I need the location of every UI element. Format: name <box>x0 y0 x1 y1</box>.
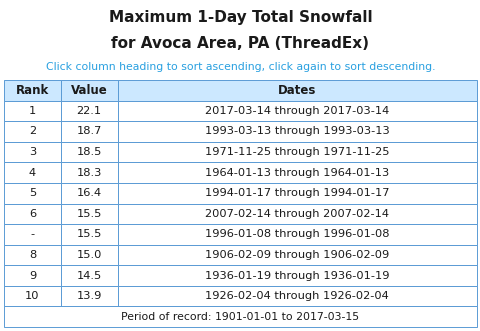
Text: 3: 3 <box>29 147 36 157</box>
Text: 1906-02-09 through 1906-02-09: 1906-02-09 through 1906-02-09 <box>204 250 389 260</box>
Text: 1: 1 <box>29 106 36 116</box>
Bar <box>4 142 60 162</box>
Bar <box>60 121 117 142</box>
Text: 18.7: 18.7 <box>76 126 102 136</box>
Bar <box>117 101 476 121</box>
Text: 6: 6 <box>29 209 36 219</box>
Bar <box>117 121 476 142</box>
Bar <box>117 183 476 204</box>
Text: for Avoca Area, PA (ThreadEx): for Avoca Area, PA (ThreadEx) <box>111 36 369 52</box>
Bar <box>4 204 60 224</box>
Text: 10: 10 <box>25 291 39 301</box>
Bar <box>4 265 60 286</box>
Text: 1996-01-08 through 1996-01-08: 1996-01-08 through 1996-01-08 <box>204 229 389 239</box>
Text: 8: 8 <box>29 250 36 260</box>
Text: 1971-11-25 through 1971-11-25: 1971-11-25 through 1971-11-25 <box>204 147 389 157</box>
Text: 22.1: 22.1 <box>76 106 101 116</box>
Bar <box>117 204 476 224</box>
Bar <box>60 183 117 204</box>
Text: 15.5: 15.5 <box>76 229 102 239</box>
Text: 1926-02-04 through 1926-02-04: 1926-02-04 through 1926-02-04 <box>205 291 388 301</box>
Bar <box>117 224 476 245</box>
Bar <box>60 224 117 245</box>
Text: -: - <box>30 229 35 239</box>
Bar <box>117 286 476 307</box>
Bar <box>60 265 117 286</box>
Text: 9: 9 <box>29 270 36 281</box>
Text: 15.0: 15.0 <box>76 250 102 260</box>
Bar <box>60 245 117 265</box>
Bar <box>60 142 117 162</box>
Bar <box>4 183 60 204</box>
Text: 2: 2 <box>29 126 36 136</box>
Text: 13.9: 13.9 <box>76 291 102 301</box>
Bar <box>117 80 476 101</box>
Bar <box>117 162 476 183</box>
Text: 15.5: 15.5 <box>76 209 102 219</box>
Text: Dates: Dates <box>277 84 316 97</box>
Bar <box>4 286 60 307</box>
Bar <box>117 265 476 286</box>
Bar <box>117 245 476 265</box>
Text: 1964-01-13 through 1964-01-13: 1964-01-13 through 1964-01-13 <box>204 167 389 178</box>
Text: 16.4: 16.4 <box>76 188 101 198</box>
Text: 18.3: 18.3 <box>76 167 102 178</box>
Bar <box>4 307 476 327</box>
Bar <box>4 162 60 183</box>
Text: 2017-03-14 through 2017-03-14: 2017-03-14 through 2017-03-14 <box>204 106 389 116</box>
Bar <box>60 286 117 307</box>
Bar <box>4 80 60 101</box>
Text: 4: 4 <box>29 167 36 178</box>
Bar <box>60 80 117 101</box>
Text: 1936-01-19 through 1936-01-19: 1936-01-19 through 1936-01-19 <box>204 270 389 281</box>
Text: 2007-02-14 through 2007-02-14: 2007-02-14 through 2007-02-14 <box>205 209 388 219</box>
Text: Maximum 1-Day Total Snowfall: Maximum 1-Day Total Snowfall <box>108 10 372 25</box>
Bar <box>60 101 117 121</box>
Bar <box>117 142 476 162</box>
Text: 18.5: 18.5 <box>76 147 102 157</box>
Bar <box>4 224 60 245</box>
Text: 1993-03-13 through 1993-03-13: 1993-03-13 through 1993-03-13 <box>204 126 389 136</box>
Text: Value: Value <box>71 84 108 97</box>
Bar <box>60 162 117 183</box>
Bar <box>4 101 60 121</box>
Text: Period of record: 1901-01-01 to 2017-03-15: Period of record: 1901-01-01 to 2017-03-… <box>121 312 359 322</box>
Text: 14.5: 14.5 <box>76 270 102 281</box>
Text: Click column heading to sort ascending, click again to sort descending.: Click column heading to sort ascending, … <box>46 62 434 72</box>
Bar <box>4 121 60 142</box>
Text: Rank: Rank <box>16 84 49 97</box>
Text: 5: 5 <box>29 188 36 198</box>
Bar <box>4 245 60 265</box>
Bar <box>60 204 117 224</box>
Text: 1994-01-17 through 1994-01-17: 1994-01-17 through 1994-01-17 <box>204 188 389 198</box>
